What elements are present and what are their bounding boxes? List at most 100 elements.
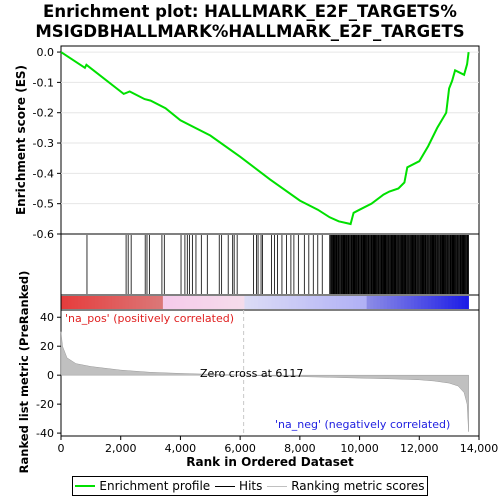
legend-hits-label: Hits: [239, 479, 263, 493]
x-ticks: 0 2,000 4,000 6,000 8,000 10,000 12,000 14,000: [58, 436, 499, 455]
es-y-ticks: 0.0 -0.1 -0.2 -0.3 -0.4 -0.5 -0.6: [33, 46, 61, 241]
colorbar-segment: [339, 296, 344, 309]
colorbar-segment: [366, 296, 371, 309]
colorbar-segment: [139, 296, 143, 309]
colorbar-segment: [162, 296, 167, 309]
colorbar-segment: [125, 296, 130, 309]
xtick-label: 4,000: [165, 442, 197, 455]
colorbar-segment: [149, 296, 154, 309]
colorbar-segment: [410, 296, 415, 309]
colorbar-segment: [363, 296, 368, 309]
colorbar-segment: [291, 296, 296, 309]
xtick-label: 8,000: [284, 442, 316, 455]
colorbar-segment: [434, 296, 439, 309]
colorbar-segment: [213, 296, 218, 309]
colorbar-segment: [196, 296, 201, 309]
rank-ytick-label: -40: [36, 427, 54, 440]
colorbar-segment: [404, 296, 408, 309]
colorbar-segment: [461, 296, 466, 309]
colorbar-segment: [94, 296, 99, 309]
colorbar-segment: [257, 296, 262, 309]
colorbar-segment: [254, 296, 259, 309]
legend-enrichment-label: Enrichment profile: [99, 479, 211, 493]
colorbar-segment: [454, 296, 459, 309]
es-ytick-label: -0.4: [33, 167, 54, 180]
colorbar-segment: [183, 296, 188, 309]
colorbar-segment: [81, 296, 86, 309]
colorbar-segment: [115, 296, 120, 309]
enrichment-swatch-icon: [75, 485, 96, 487]
colorbar-segment: [227, 296, 232, 309]
colorbar-segment: [169, 296, 174, 309]
colorbar-segment: [387, 296, 391, 309]
xtick-label: 6,000: [224, 442, 256, 455]
legend-hits: Hits: [215, 479, 262, 493]
colorbar-segment: [176, 296, 181, 309]
colorbar-segment: [417, 296, 422, 309]
colorbar-segment: [281, 296, 286, 309]
colorbar-segment: [128, 296, 133, 309]
colorbar-segment: [61, 296, 65, 309]
colorbar-segment: [288, 296, 293, 309]
colorbar-segment: [407, 296, 412, 309]
x-axis-label: Rank in Ordered Dataset: [186, 455, 354, 469]
colorbar-segment: [118, 296, 123, 309]
colorbar-segment: [251, 296, 255, 309]
ranking-swatch-icon: [267, 485, 288, 487]
colorbar-segment: [444, 296, 449, 309]
colorbar-segment: [431, 296, 435, 309]
colorbar-segment: [353, 296, 357, 309]
colorbar-segment: [414, 296, 419, 309]
rank-ytick-label: 20: [40, 340, 54, 353]
xtick-label: 14,000: [460, 442, 499, 455]
colorbar-segment: [451, 296, 456, 309]
colorbar-segment: [285, 296, 289, 309]
colorbar-segment: [441, 296, 446, 309]
chart-title-line1: Enrichment plot: HALLMARK_E2F_TARGETS%: [43, 2, 457, 21]
colorbar-segment: [383, 296, 388, 309]
colorbar-segment: [261, 296, 266, 309]
colorbar-segment: [244, 296, 249, 309]
colorbar-segment: [424, 296, 429, 309]
colorbar-segment: [359, 296, 364, 309]
colorbar-segment: [88, 296, 92, 309]
colorbar-segment: [135, 296, 140, 309]
legend-ranking: Ranking metric scores: [267, 479, 425, 493]
colorbar-segment: [332, 296, 337, 309]
es-y-axis-label: Enrichment score (ES): [14, 65, 28, 215]
colorbar-segment: [220, 296, 225, 309]
colorbar-segment: [64, 296, 69, 309]
colorbar-segment: [122, 296, 126, 309]
colorbar-segment: [190, 296, 194, 309]
colorbar-segment: [427, 296, 432, 309]
colorbar-segment: [329, 296, 334, 309]
xtick-label: 12,000: [400, 442, 439, 455]
colorbar-segment: [84, 296, 89, 309]
es-ytick-label: 0.0: [37, 46, 55, 59]
colorbar-segment: [142, 296, 147, 309]
colorbar-segment: [98, 296, 103, 309]
colorbar-segment: [278, 296, 283, 309]
colorbar-segment: [179, 296, 184, 309]
colorbar-segment: [101, 296, 106, 309]
colorbar-segment: [91, 296, 96, 309]
colorbar-segment: [380, 296, 385, 309]
colorbar-segment: [322, 296, 327, 309]
xtick-label: 2,000: [105, 442, 137, 455]
colorbar-segment: [166, 296, 171, 309]
colorbar-segment: [376, 296, 381, 309]
legend-enrichment: Enrichment profile: [75, 479, 210, 493]
colorbar-segment: [274, 296, 279, 309]
colorbar-segment: [193, 296, 198, 309]
colorbar-segment: [400, 296, 405, 309]
colorbar-segment: [159, 296, 164, 309]
es-ytick-label: -0.1: [33, 76, 54, 89]
colorbar-segment: [247, 296, 252, 309]
colorbar-segment: [315, 296, 320, 309]
rank-y-axis-label: Ranked list metric (PreRanked): [17, 271, 31, 474]
colorbar-segment: [342, 296, 347, 309]
zero-cross-label: Zero cross at 6117: [200, 367, 303, 380]
colorbar-segment: [465, 296, 469, 309]
colorbar-segment: [268, 296, 272, 309]
colorbar-segment: [152, 296, 157, 309]
